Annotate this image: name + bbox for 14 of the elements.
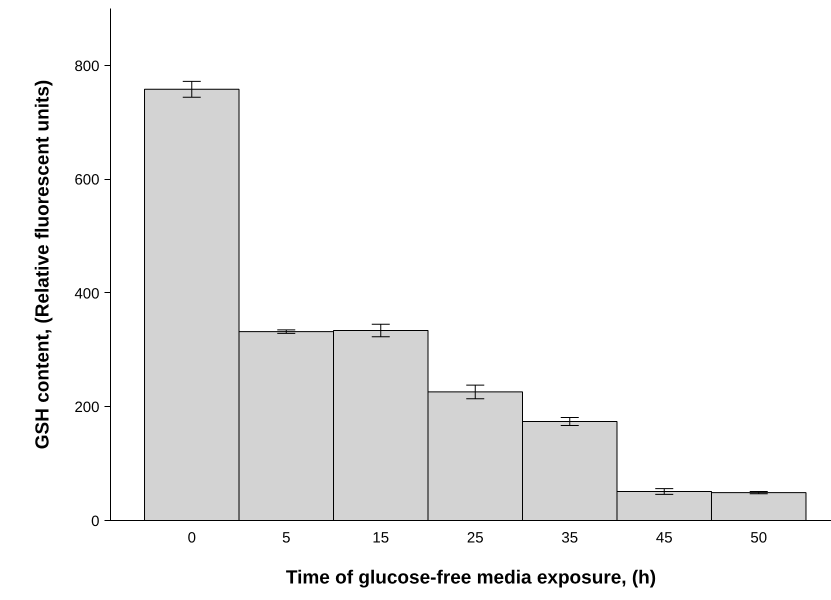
x-tick-label: 25 — [466, 530, 484, 546]
x-axis-title: Time of glucose-free media exposure, (h) — [286, 568, 656, 588]
x-tick-label: 50 — [750, 530, 768, 546]
y-tick-label: 600 — [74, 172, 100, 189]
x-tick-label: 45 — [656, 530, 673, 546]
x-tick-label: 5 — [282, 530, 290, 546]
x-tick-label: 0 — [188, 530, 196, 546]
y-axis-title: GSH content, (Relative fluorescent units) — [32, 80, 54, 450]
x-tick-label: 15 — [372, 530, 390, 546]
y-tick-label: 200 — [74, 399, 100, 416]
y-tick-label: 0 — [91, 513, 100, 530]
y-tick-label: 800 — [74, 58, 100, 75]
x-tick-label: 35 — [561, 530, 578, 546]
y-tick-label: 400 — [74, 285, 100, 302]
